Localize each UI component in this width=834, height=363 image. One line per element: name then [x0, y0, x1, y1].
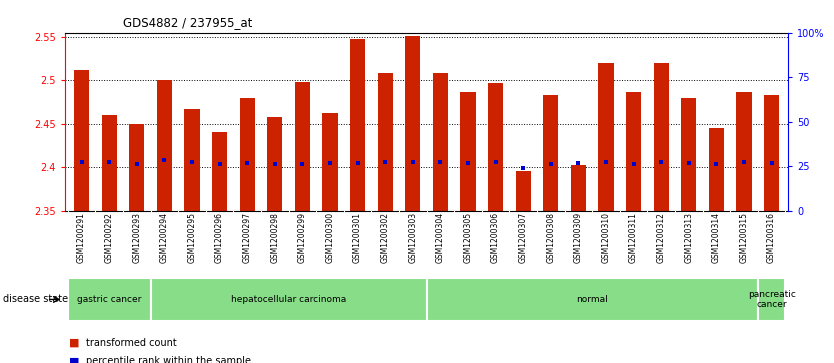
Point — [572, 160, 585, 166]
FancyBboxPatch shape — [68, 278, 151, 321]
Bar — [764, 95, 779, 211]
Bar — [488, 83, 503, 211]
Bar — [460, 92, 475, 211]
Text: transformed count: transformed count — [86, 338, 177, 348]
Point — [158, 157, 171, 163]
Text: percentile rank within the sample: percentile rank within the sample — [86, 356, 251, 363]
Text: disease state: disease state — [3, 294, 68, 305]
Point — [130, 161, 143, 167]
Point — [185, 159, 198, 165]
Bar — [102, 115, 117, 211]
FancyBboxPatch shape — [426, 278, 758, 321]
FancyBboxPatch shape — [758, 278, 786, 321]
Bar — [129, 124, 144, 211]
Bar — [212, 132, 227, 211]
Bar — [736, 92, 751, 211]
Point — [600, 159, 613, 165]
Bar — [681, 98, 696, 211]
Bar — [74, 70, 89, 211]
Point — [489, 159, 502, 165]
Bar — [433, 73, 448, 211]
Point — [213, 161, 226, 167]
Point — [682, 160, 696, 166]
Bar — [184, 109, 199, 211]
Point — [324, 160, 337, 166]
Bar — [157, 80, 172, 211]
Text: gastric cancer: gastric cancer — [77, 295, 142, 304]
Bar — [626, 92, 641, 211]
Point — [710, 161, 723, 167]
Bar — [570, 166, 586, 211]
Point — [103, 159, 116, 165]
Point — [516, 165, 530, 171]
Point — [296, 161, 309, 167]
Point — [627, 161, 641, 167]
Bar — [543, 95, 559, 211]
Text: normal: normal — [576, 295, 608, 304]
Bar — [323, 113, 338, 211]
Text: ■: ■ — [69, 356, 80, 363]
Point — [268, 161, 281, 167]
Point — [351, 160, 364, 166]
Bar — [709, 128, 724, 211]
Bar — [598, 63, 614, 211]
Point — [765, 160, 778, 166]
Text: pancreatic
cancer: pancreatic cancer — [747, 290, 796, 309]
Bar — [654, 63, 669, 211]
Point — [544, 161, 557, 167]
Point — [75, 159, 88, 165]
Point — [240, 160, 254, 166]
Bar — [378, 73, 393, 211]
Bar — [267, 117, 283, 211]
Bar — [239, 98, 255, 211]
Bar — [350, 39, 365, 211]
Text: ■: ■ — [69, 338, 80, 348]
Point — [406, 159, 420, 165]
Bar — [405, 36, 420, 211]
Bar — [294, 82, 310, 211]
Point — [461, 160, 475, 166]
Bar — [515, 171, 530, 211]
FancyBboxPatch shape — [151, 278, 426, 321]
Point — [655, 159, 668, 165]
Point — [434, 159, 447, 165]
Point — [379, 159, 392, 165]
Text: hepatocellular carcinoma: hepatocellular carcinoma — [231, 295, 346, 304]
Point — [737, 159, 751, 165]
Text: GDS4882 / 237955_at: GDS4882 / 237955_at — [123, 16, 253, 29]
